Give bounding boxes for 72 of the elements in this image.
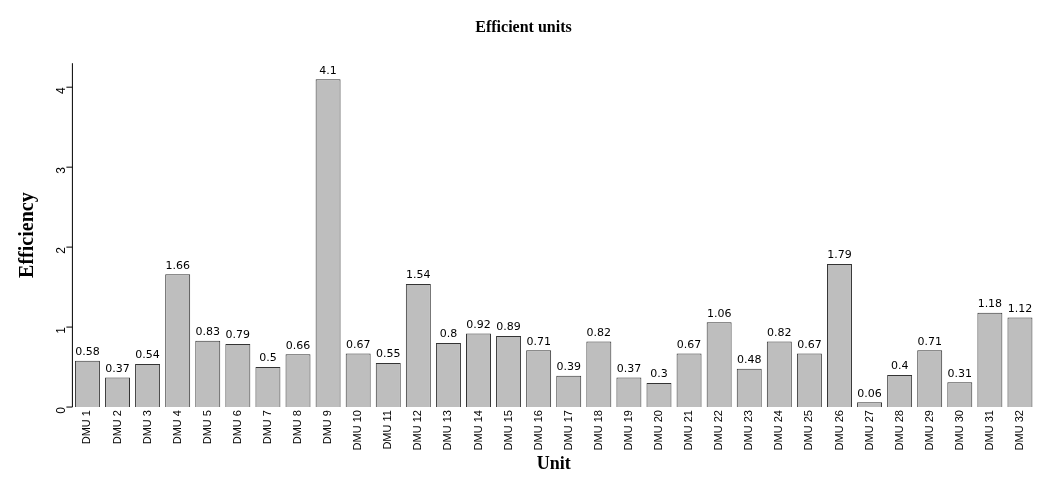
y-tick-label: 1	[53, 326, 68, 334]
x-tick-label: DMU 15	[501, 410, 514, 451]
data-label: 0.82	[586, 325, 612, 339]
x-tick-label: DMU 13	[441, 410, 454, 451]
x-tick-label: DMU 12	[411, 410, 424, 451]
data-label: 1.66	[165, 258, 190, 272]
data-label: 0.67	[797, 337, 822, 351]
data-label: 0.67	[676, 337, 702, 351]
x-tick-label: DMU 10	[351, 410, 364, 451]
y-tick-label: 0	[53, 406, 68, 414]
x-tick-label: DMU 17	[561, 410, 574, 451]
data-label: 0.71	[526, 334, 551, 348]
x-tick-label: DMU 32	[1012, 410, 1025, 451]
data-label: 0.37	[616, 361, 642, 375]
x-tick-label: DMU 6	[230, 410, 243, 445]
data-label: 1.12	[1007, 301, 1033, 315]
x-tick-label: DMU 27	[862, 410, 875, 451]
x-tick-label: DMU 31	[982, 410, 995, 451]
data-label: 0.5	[259, 351, 277, 365]
x-tick-label: DMU 1	[80, 410, 93, 445]
data-label: 1.54	[406, 268, 431, 282]
x-tick-label: DMU 28	[892, 410, 905, 451]
data-label: 1.18	[977, 297, 1003, 311]
data-label: 0.55	[376, 347, 401, 361]
data-label: 0.89	[496, 320, 521, 334]
x-tick-label: DMU 14	[471, 410, 484, 451]
x-tick-label: DMU 30	[952, 410, 965, 451]
data-label: 0.4	[890, 359, 909, 373]
x-tick-label: DMU 18	[591, 410, 604, 451]
data-label: 1.06	[706, 306, 732, 320]
y-tick-label: 3	[53, 166, 68, 174]
data-label: 0.66	[285, 338, 311, 352]
x-tick-label: DMU 25	[802, 410, 815, 451]
x-tick-label: DMU 24	[772, 410, 785, 451]
x-tick-label: DMU 26	[832, 410, 845, 451]
x-tick-label: DMU 3	[140, 410, 153, 445]
data-label: 0.39	[556, 360, 581, 374]
y-tick-label: 2	[53, 246, 68, 254]
data-label: 0.3	[650, 367, 668, 381]
x-axis-title: Unit	[536, 452, 571, 473]
x-tick-label: DMU 7	[260, 410, 273, 445]
y-axis-title: Efficiency	[15, 192, 39, 278]
data-label: 0.67	[345, 337, 371, 351]
x-tick-label: DMU 20	[652, 410, 665, 451]
x-tick-label: DMU 29	[922, 410, 935, 451]
x-tick-label: DMU 21	[682, 410, 695, 451]
data-label: 0.71	[917, 334, 942, 348]
x-tick-label: DMU 22	[712, 410, 725, 451]
data-label: 0.83	[195, 325, 221, 339]
x-tick-label: DMU 5	[200, 410, 213, 445]
data-label: 0.54	[135, 348, 160, 362]
x-tick-label: DMU 11	[381, 410, 394, 450]
data-label: 0.92	[466, 317, 491, 331]
x-tick-label: DMU 2	[110, 410, 123, 445]
x-tick-label: DMU 9	[321, 410, 334, 445]
data-label: 0.79	[225, 328, 251, 342]
x-tick-label: DMU 19	[621, 410, 634, 451]
data-label: 0.58	[75, 345, 100, 359]
x-tick-label: DMU 4	[170, 410, 183, 445]
data-label: 0.06	[857, 386, 882, 400]
data-label: 0.48	[736, 353, 762, 367]
data-label: 0.82	[767, 325, 792, 339]
data-label: 0.31	[947, 366, 973, 380]
data-label: 1.79	[827, 248, 852, 262]
data-label: 0.8	[439, 327, 458, 341]
data-label: 4.1	[319, 63, 337, 77]
x-tick-label: DMU 8	[291, 410, 304, 445]
x-tick-label: DMU 23	[742, 410, 755, 451]
data-label: 0.37	[105, 361, 130, 375]
chart-title: Efficient units	[475, 17, 572, 35]
x-tick-label: DMU 16	[531, 410, 544, 451]
y-tick-label: 4	[53, 86, 68, 94]
